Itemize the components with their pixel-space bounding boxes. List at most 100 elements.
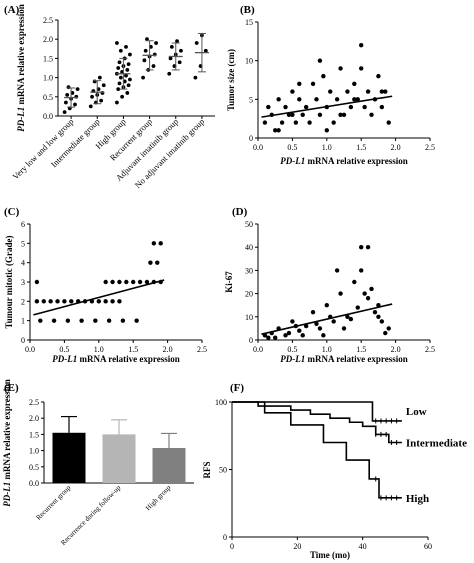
panel-f-curve: [232, 401, 402, 499]
panel-d-regression-line: [261, 303, 393, 335]
panel-e-category-label: Recurrent group: [34, 483, 72, 521]
panel-d-point: [386, 326, 391, 331]
panel-d-point: [334, 268, 340, 273]
panel-d-point: [348, 316, 354, 322]
panel-c-regression-line: [33, 279, 165, 316]
panel-b-point: [276, 97, 281, 102]
panel-a-point: [65, 92, 70, 97]
panel-b-point: [317, 112, 323, 118]
panel-f-label: (F): [230, 382, 244, 394]
panel-a-point: [124, 73, 128, 78]
panel-d-point: [341, 326, 347, 331]
panel-c-xtick-label: 1.5: [128, 345, 138, 354]
panel-d-point: [317, 326, 323, 331]
panel-b-ticks: 0 5 10 15 0.0 0.5 1.0 1.5 2.0 2.5: [245, 18, 435, 152]
panel-f-curve: [232, 401, 402, 422]
panel-d-x-label-text: mRNA relative expression: [305, 354, 407, 364]
panel-e-ticks: 0.0 0.5 1.0 1.5 2.0 2.5: [29, 398, 44, 488]
panel-c-y-label: Tumour mitotic (Grade): [4, 236, 14, 329]
panel-d-ytick-label: 50: [245, 220, 253, 229]
panel-a-point: [128, 77, 132, 82]
panel-c-xtick-label: 0.0: [25, 345, 35, 354]
panel-b-point: [303, 104, 309, 110]
panel-b-point: [297, 81, 302, 87]
panel-b-ytick-label: 5: [249, 95, 253, 104]
panel-d-ticks: 0 10 20 30 40 50 0.0 0.5 1.0 1.5 2.0 2.5: [245, 220, 435, 354]
panel-b-xtick-label: 1.0: [322, 143, 332, 152]
panel-f-series-label: High: [406, 493, 429, 505]
panel-c-ytick-label: 0: [21, 336, 25, 345]
panel-a-point: [193, 75, 198, 80]
panel-d-ytick-label: 20: [245, 290, 253, 299]
panel-a-point: [75, 87, 80, 92]
panel-b-point: [297, 97, 302, 102]
panel-d-label: (D): [232, 206, 248, 218]
panel-d-point: [297, 328, 302, 333]
panel-a-point: [101, 83, 106, 88]
panel-f-series-label: Intermediate: [406, 438, 467, 450]
panel-c-point: [106, 318, 112, 323]
panel-b-point: [276, 128, 281, 133]
panel-d-point: [283, 333, 288, 338]
panel-a-ytick-label: 1.0: [43, 74, 53, 83]
panel-b-xtick-label: 1.5: [356, 143, 366, 152]
panel-e: (E) 0.0 0.5 1.0 1.5 2.0 2.5 Recurrent groupRe…: [2, 379, 194, 547]
panel-a-point: [175, 39, 179, 44]
panel-c-point: [96, 299, 102, 304]
panel-c-point: [120, 318, 126, 323]
panel-f-ytick-label: 0: [223, 533, 227, 542]
panel-c-point: [137, 279, 143, 285]
panel-a-point: [126, 83, 131, 88]
panel-a-point: [203, 48, 208, 53]
panel-e-ytick-label: 2.0: [29, 414, 39, 423]
panel-b-point: [345, 89, 350, 94]
panel-c-ytick-label: 4: [21, 259, 25, 268]
panel-d-point: [338, 291, 343, 296]
panel-a-point: [179, 48, 183, 53]
panel-b-xtick-label: 0.0: [253, 143, 263, 152]
panel-a-point: [116, 66, 121, 70]
panel-c-point: [155, 260, 160, 265]
panel-c-point: [93, 318, 98, 323]
panel-d-point: [352, 279, 357, 285]
panel-c-point: [51, 318, 57, 323]
panel-a-point: [115, 100, 119, 105]
panel-a-point: [118, 75, 123, 80]
panel-d-ytick-label: 10: [245, 313, 253, 322]
panel-c-point: [134, 318, 139, 323]
panel-f-xtick-label: 60: [424, 542, 432, 551]
panel-b-point: [341, 112, 347, 118]
panel-a-point: [63, 100, 68, 105]
panel-d-point: [365, 245, 371, 250]
panel-e-ytick-label: 0.5: [29, 463, 39, 472]
panel-b-ytick-label: 10: [245, 57, 253, 66]
panel-f-xtick-label: 20: [293, 542, 301, 551]
panel-d-point: [355, 305, 360, 310]
panel-d-point: [345, 314, 350, 319]
panel-a-point: [88, 104, 93, 109]
panel-b-point: [362, 104, 367, 110]
panel-c-xtick-label: 2.0: [163, 345, 173, 354]
panel-d-ytick-label: 40: [245, 243, 253, 252]
panel-a-point: [117, 60, 122, 65]
panel-a-ytick-label: 2.0: [43, 35, 53, 44]
panel-e-y-label-text: mRNA relative expression: [2, 379, 12, 481]
panel-f-survival-curves: Low Intermediate High: [232, 401, 467, 505]
panel-c-xtick-label: 2.5: [197, 345, 207, 354]
panel-d-xtick-label: 1.5: [356, 345, 366, 354]
panel-a-y-label-gene: PD-L1: [16, 107, 26, 132]
panel-d-point: [300, 333, 305, 338]
panel-b-point: [365, 89, 371, 94]
panel-a-point: [154, 41, 158, 45]
panel-a-point: [73, 102, 77, 107]
panel-b-point: [355, 97, 360, 102]
panel-d-points: [262, 245, 391, 340]
panel-b-point: [290, 112, 295, 118]
panel-a-point: [143, 48, 148, 53]
panel-d-xtick-label: 0.0: [253, 345, 263, 354]
panel-d-point: [376, 314, 381, 319]
panel-d-point: [359, 268, 364, 273]
panel-e-ytick-label: 1.0: [29, 447, 39, 456]
